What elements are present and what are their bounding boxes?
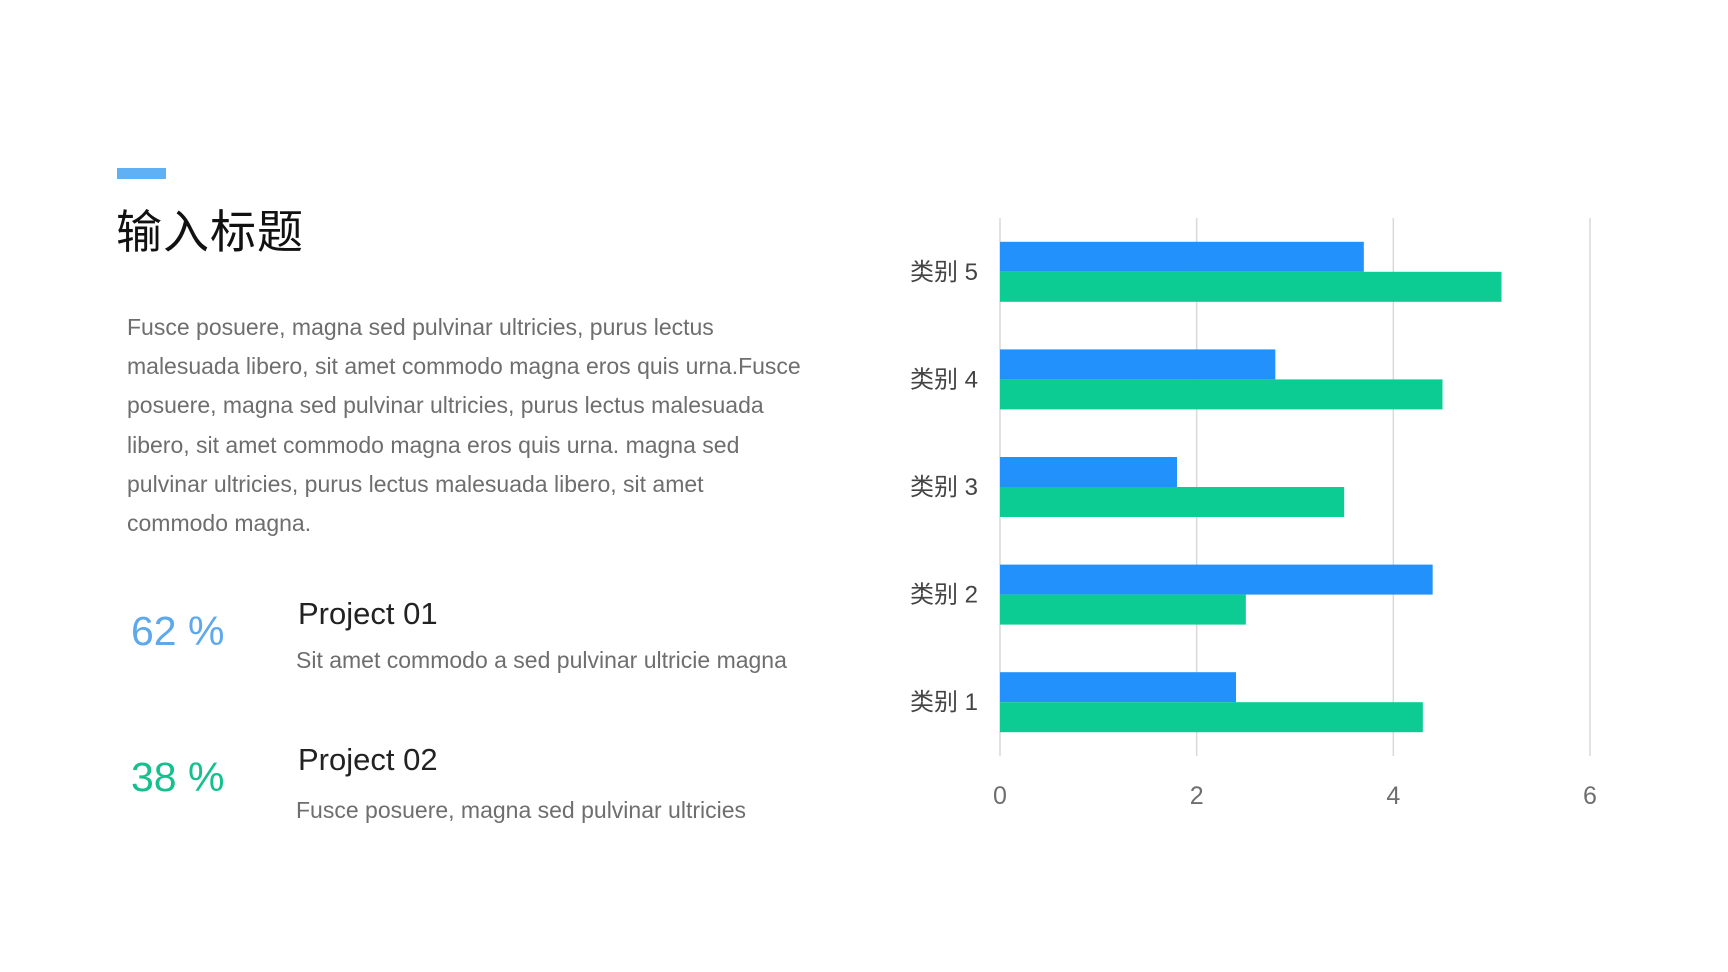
slide-title: 输入标题 (116, 205, 304, 259)
x-tick-label-0: 0 (993, 782, 1007, 810)
category-label-5: 类别 5 (910, 259, 978, 286)
category-label-2: 类别 2 (910, 582, 978, 609)
bar-series1-category-1 (1000, 672, 1236, 703)
project-01-description: Sit amet commodo a sed pulvinar ultricie… (296, 647, 787, 673)
bar-series2-category-5 (1000, 271, 1502, 302)
x-tick-label-1: 2 (1190, 782, 1204, 810)
project-02-percent: 38 % (131, 754, 225, 800)
bar-series1-category-3 (1000, 457, 1177, 487)
category-label-3: 类别 3 (910, 474, 978, 501)
x-tick-label-3: 6 (1583, 782, 1597, 810)
category-label-1: 类别 1 (910, 689, 978, 716)
bar-series1-category-2 (1000, 564, 1433, 595)
bar-series2-category-3 (1000, 487, 1345, 517)
category-label-4: 类别 4 (910, 366, 978, 393)
project-01-title: Project 01 (298, 596, 438, 631)
project-01-percent: 62 % (131, 608, 225, 654)
bar-series2-category-1 (1000, 702, 1423, 733)
horizontal-bar-chart: 0 2 4 6 类别 1 类别 2 类别 3 类别 4 类别 5 (910, 218, 1597, 810)
bar-series1-category-5 (1000, 241, 1364, 272)
bar-series2-category-4 (1000, 379, 1443, 410)
bar-series1-category-4 (1000, 349, 1276, 380)
body-paragraph: Fusce posuere, magna sed pulvinar ultric… (127, 314, 801, 537)
project-02-description: Fusce posuere, magna sed pulvinar ultric… (296, 797, 747, 823)
project-02-title: Project 02 (298, 742, 438, 777)
bar-series2-category-2 (1000, 594, 1246, 625)
x-tick-label-2: 4 (1386, 782, 1400, 810)
title-accent-bar (117, 168, 166, 179)
